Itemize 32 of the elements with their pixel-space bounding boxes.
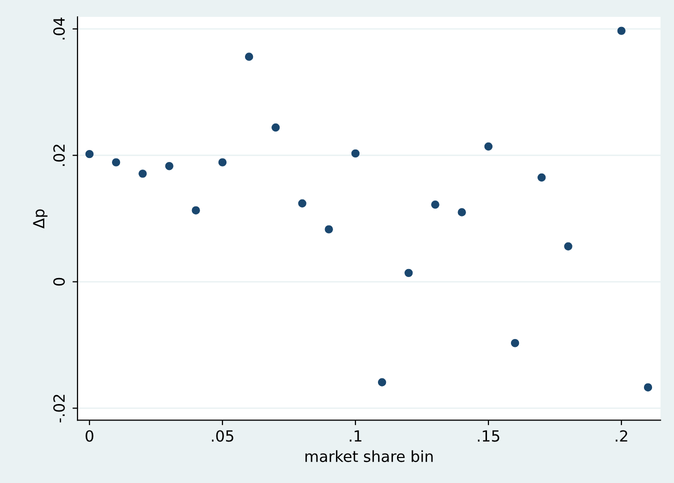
- point: [404, 268, 413, 278]
- point: [484, 142, 493, 151]
- x-tick-label: .1: [350, 430, 362, 442]
- point: [351, 149, 360, 158]
- point: [510, 338, 520, 348]
- point: [564, 242, 572, 250]
- x-tick-label: .05: [212, 430, 234, 442]
- point: [138, 170, 147, 178]
- y-tick-label: .04: [53, 18, 65, 40]
- x-tick-label: .15: [478, 430, 500, 442]
- point: [85, 150, 94, 158]
- x-tick-label: 0: [86, 430, 94, 442]
- point: [431, 200, 440, 209]
- y-tick-label: -.02: [53, 394, 65, 422]
- point: [617, 26, 626, 35]
- point: [324, 225, 333, 234]
- point: [218, 158, 227, 166]
- y-tick-label: .02: [53, 144, 65, 166]
- x-axis-title: market share bin: [305, 450, 433, 462]
- point: [378, 378, 386, 386]
- point: [272, 123, 280, 132]
- point: [244, 52, 254, 61]
- y-tick-label: 0: [53, 278, 65, 286]
- point: [112, 158, 120, 166]
- y-axis-title: Δp: [33, 209, 48, 229]
- x-tick-label: .2: [616, 430, 628, 442]
- point: [298, 199, 306, 208]
- point: [165, 162, 174, 170]
- point: [192, 206, 200, 214]
- point: [644, 383, 652, 392]
- point: [458, 208, 466, 216]
- point: [538, 173, 546, 182]
